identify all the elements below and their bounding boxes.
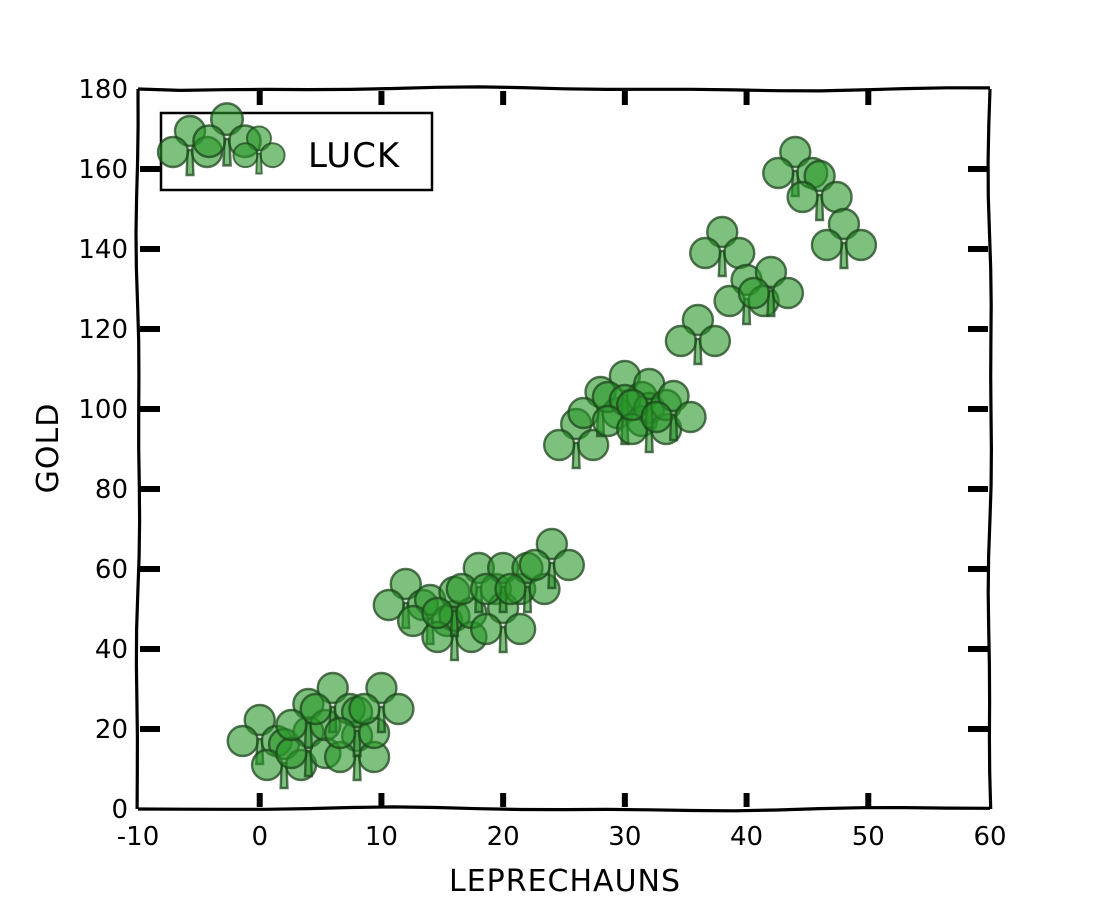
y-tick-label: 20 — [95, 715, 128, 745]
x-tick-label: 40 — [730, 822, 763, 852]
x-tick-label: 30 — [608, 822, 641, 852]
plot-frame-bottom — [137, 805, 991, 813]
y-tick-label: 40 — [95, 635, 128, 665]
y-tick-label: 160 — [78, 155, 128, 185]
x-tick-label: -10 — [117, 822, 159, 852]
legend-marker — [232, 125, 286, 175]
y-tick-label: 80 — [95, 475, 128, 505]
plot-frame-top — [137, 85, 991, 93]
x-tick-label: 10 — [365, 822, 398, 852]
plot-frame-right — [986, 88, 993, 810]
y-tick-label: 120 — [78, 315, 128, 345]
y-tick-label: 0 — [111, 795, 128, 825]
x-tick-label: 50 — [852, 822, 885, 852]
y-tick-label: 100 — [78, 395, 128, 425]
x-tick-label: 0 — [251, 822, 268, 852]
y-tick-label: 140 — [78, 235, 128, 265]
legend: LUCK — [156, 102, 434, 192]
plot-frame — [134, 85, 993, 813]
x-tick-label: 60 — [973, 822, 1006, 852]
data-points — [226, 135, 878, 790]
data-point — [664, 303, 732, 366]
y-axis-label: GOLD — [31, 403, 66, 494]
legend-markers — [156, 102, 286, 177]
data-point — [786, 159, 853, 222]
data-point — [810, 207, 878, 270]
data-point — [518, 527, 586, 590]
legend-label: LUCK — [308, 136, 401, 176]
plot-frame-left — [134, 88, 142, 810]
data-point — [542, 407, 610, 470]
data-point — [640, 379, 707, 442]
x-tick-label: 20 — [487, 822, 520, 852]
data-point — [348, 671, 415, 734]
data-point — [737, 255, 805, 318]
x-axis-label: LEPRECHAUNS — [449, 864, 681, 899]
y-tick-label: 60 — [95, 555, 128, 585]
data-point — [689, 215, 756, 278]
y-tick-label: 180 — [78, 75, 128, 105]
